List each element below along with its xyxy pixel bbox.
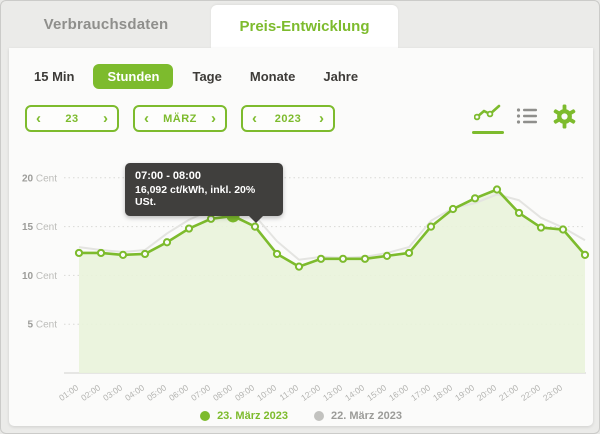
tooltip-price: 16,092 ct/kWh, inkl. 20% USt. — [135, 184, 256, 208]
day-prev-icon[interactable]: ‹ — [36, 110, 41, 127]
view-toggle-icons — [472, 103, 577, 134]
svg-text:22:00: 22:00 — [519, 382, 542, 403]
content-card: 15 Min Stunden Tage Monate Jahre ‹ 23 › … — [9, 48, 593, 426]
legend-dot-previous-day — [314, 411, 324, 421]
svg-text:11:00: 11:00 — [278, 382, 301, 402]
svg-text:21:00: 21:00 — [497, 382, 520, 403]
month-next-icon[interactable]: › — [211, 110, 216, 127]
tab-bar: Verbrauchsdaten Preis-Entwicklung — [1, 1, 599, 48]
year-next-icon[interactable]: › — [318, 110, 324, 127]
year-stepper[interactable]: ‹ 2023 › — [241, 105, 335, 132]
filter-tage[interactable]: Tage — [192, 69, 222, 84]
svg-text:15 Cent: 15 Cent — [22, 222, 57, 233]
settings-gear-icon[interactable] — [552, 104, 577, 134]
svg-text:01:00: 01:00 — [57, 382, 80, 403]
tooltip-time-range: 07:00 - 08:00 — [135, 170, 202, 182]
legend-item-previous-day[interactable]: 22. März 2023 — [314, 410, 402, 422]
line-chart-icon[interactable] — [472, 103, 504, 134]
filter-monate[interactable]: Monate — [249, 69, 296, 84]
svg-text:10 Cent: 10 Cent — [22, 271, 57, 282]
svg-text:18:00: 18:00 — [431, 382, 454, 403]
svg-text:20 Cent: 20 Cent — [22, 173, 57, 184]
month-prev-icon[interactable]: ‹ — [144, 110, 149, 127]
svg-text:10:00: 10:00 — [255, 382, 278, 403]
svg-text:14:00: 14:00 — [343, 382, 366, 403]
day-next-icon[interactable]: › — [103, 110, 108, 127]
chart-tooltip: 07:00 - 08:00 16,092 ct/kWh, inkl. 20% U… — [125, 163, 283, 223]
resolution-filter-bar: 15 Min Stunden Tage Monate Jahre — [9, 48, 593, 89]
legend-dot-current-day — [200, 411, 211, 421]
filter-stunden[interactable]: Stunden — [93, 64, 174, 89]
svg-text:02:00: 02:00 — [79, 382, 102, 403]
year-prev-icon[interactable]: ‹ — [252, 110, 257, 127]
day-stepper[interactable]: ‹ 23 › — [25, 105, 119, 132]
svg-text:23:00: 23:00 — [541, 382, 564, 403]
svg-text:12:00: 12:00 — [299, 382, 322, 403]
svg-text:06:00: 06:00 — [167, 382, 190, 403]
tab-preis-entwicklung[interactable]: Preis-Entwicklung — [211, 5, 398, 48]
date-steppers: ‹ 23 › ‹ MÄRZ › ‹ 2023 › — [25, 105, 335, 132]
svg-text:05:00: 05:00 — [145, 382, 168, 403]
day-value: 23 — [65, 112, 79, 125]
svg-text:04:00: 04:00 — [123, 382, 146, 403]
chart-canvas[interactable]: 5 Cent 10 Cent 15 Cent 20 Cent 01:0002:0003:… — [9, 152, 593, 408]
date-controls-row: ‹ 23 › ‹ MÄRZ › ‹ 2023 › — [9, 103, 593, 134]
svg-text:5 Cent: 5 Cent — [28, 320, 58, 331]
list-icon[interactable] — [516, 107, 538, 130]
svg-text:16:00: 16:00 — [387, 382, 410, 403]
svg-text:13:00: 13:00 — [321, 382, 344, 403]
legend-label-current-day: 23. März 2023 — [217, 410, 288, 422]
svg-text:07:00: 07:00 — [189, 382, 212, 403]
svg-text:08:00: 08:00 — [211, 382, 234, 403]
svg-text:20:00: 20:00 — [475, 382, 498, 403]
chart-legend: 23. März 2023 22. März 2023 — [9, 410, 593, 422]
filter-15min[interactable]: 15 Min — [34, 69, 75, 84]
svg-text:03:00: 03:00 — [101, 382, 124, 403]
legend-item-current-day[interactable]: 23. März 2023 — [200, 410, 288, 422]
svg-text:19:00: 19:00 — [453, 382, 476, 403]
svg-text:15:00: 15:00 — [365, 382, 388, 403]
price-chart[interactable]: 5 Cent 10 Cent 15 Cent 20 Cent 01:00 02:00 03:… — [9, 152, 593, 408]
month-stepper[interactable]: ‹ MÄRZ › — [133, 105, 227, 132]
svg-text:17:00: 17:00 — [409, 382, 432, 403]
month-value: MÄRZ — [163, 112, 197, 125]
year-value: 2023 — [274, 112, 302, 125]
filter-jahre[interactable]: Jahre — [323, 69, 359, 84]
legend-label-previous-day: 22. März 2023 — [331, 410, 402, 422]
tab-verbrauchsdaten[interactable]: Verbrauchsdaten — [43, 16, 169, 33]
active-view-underline — [472, 131, 504, 134]
svg-text:09:00: 09:00 — [233, 382, 256, 403]
